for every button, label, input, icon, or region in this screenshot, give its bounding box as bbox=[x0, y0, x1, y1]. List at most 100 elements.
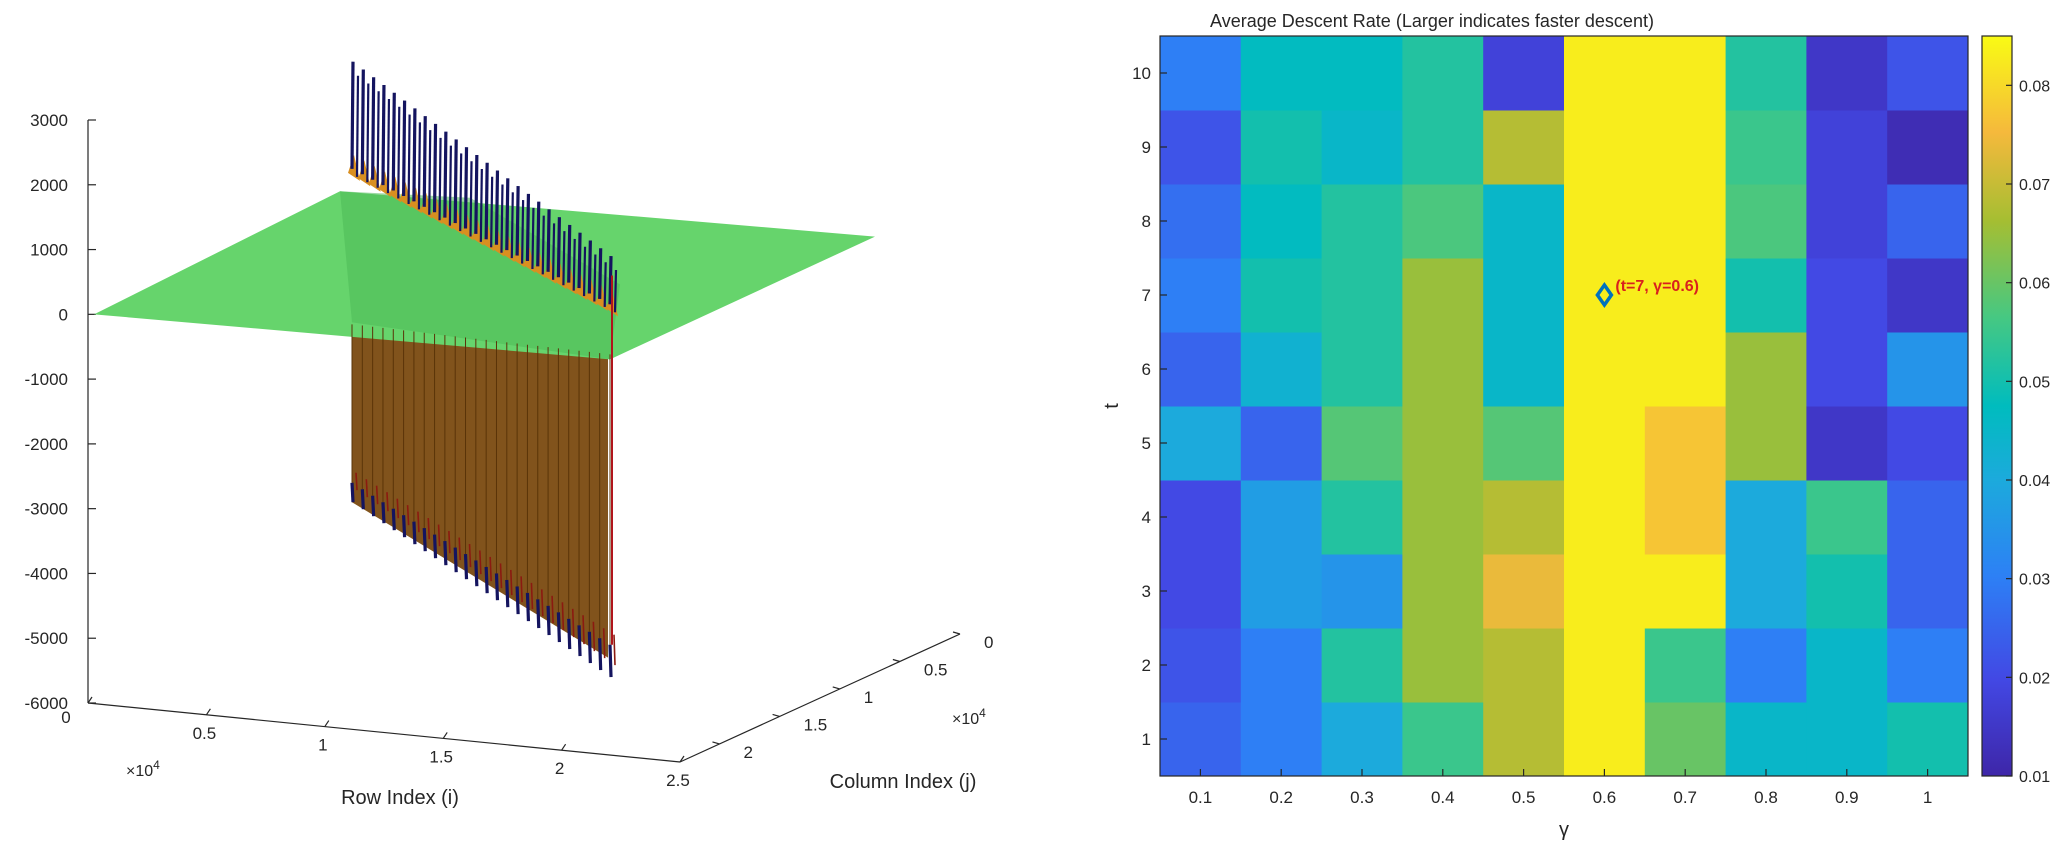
x-axis-label: Row Index (i) bbox=[341, 787, 459, 809]
heatmap-cells bbox=[1160, 36, 1969, 777]
upper-spike bbox=[587, 240, 592, 294]
heatmap-cell bbox=[1887, 480, 1969, 555]
heatmap-cell bbox=[1644, 184, 1727, 259]
upper-spike bbox=[494, 170, 500, 245]
lower-spike-edge bbox=[551, 595, 554, 624]
upper-spike-secondary bbox=[531, 207, 535, 270]
colorbar-tick-label: 0.01 bbox=[2019, 769, 2050, 786]
upper-spike-secondary bbox=[469, 161, 473, 237]
lower-spike-edge bbox=[375, 485, 379, 505]
upper-spike-secondary bbox=[448, 145, 452, 226]
upper-spike-secondary bbox=[479, 168, 483, 242]
lower-spike-edge bbox=[365, 479, 369, 498]
upper-spike bbox=[546, 209, 551, 272]
heatmap-cell bbox=[1321, 702, 1403, 777]
lower-spike-edge bbox=[386, 492, 389, 512]
heatmap-cell bbox=[1887, 332, 1969, 407]
heatmap-cell bbox=[1725, 110, 1807, 185]
heatmap-cell bbox=[1887, 702, 1969, 777]
heatmap-x-tick-label: 0.1 bbox=[1189, 788, 1213, 807]
upper-spike-secondary bbox=[603, 262, 607, 307]
heatmap-cell bbox=[1321, 110, 1403, 185]
upper-spike-secondary bbox=[407, 114, 411, 204]
upper-spike-secondary bbox=[366, 83, 370, 183]
lower-spike bbox=[546, 605, 551, 636]
heatmap-x-tick-label: 0.9 bbox=[1835, 788, 1859, 807]
y-tick-label: 2 bbox=[743, 743, 752, 762]
upper-spike bbox=[474, 154, 479, 234]
heatmap-cell bbox=[1160, 110, 1242, 185]
lower-spike bbox=[463, 553, 469, 580]
upper-spike bbox=[350, 61, 355, 169]
heatmap-cell bbox=[1644, 702, 1727, 777]
upper-spike-secondary bbox=[593, 254, 597, 302]
x-tick-label: 2 bbox=[555, 759, 564, 778]
heatmap-x-label: γ bbox=[1559, 819, 1569, 841]
heatmap-cell bbox=[1725, 628, 1807, 703]
z-tick-label: -4000 bbox=[25, 564, 68, 583]
heatmap-cell bbox=[1644, 406, 1727, 481]
upper-spike-secondary bbox=[562, 231, 566, 286]
z-tick-label: -5000 bbox=[25, 629, 68, 648]
lower-spike-edge bbox=[592, 621, 596, 652]
heatmap-cell bbox=[1321, 406, 1403, 481]
z-tick-label: 0 bbox=[59, 305, 68, 324]
colorbar-tick-label: 0.05 bbox=[2019, 374, 2050, 391]
lower-spike-edge bbox=[437, 524, 441, 547]
x-tick-label: 2.5 bbox=[666, 771, 690, 790]
heatmap-cell bbox=[1887, 36, 1969, 111]
heatmap-cell bbox=[1240, 406, 1323, 481]
heatmap-cell bbox=[1564, 332, 1646, 407]
heatmap-y-tick-label: 8 bbox=[1142, 212, 1151, 231]
upper-spike bbox=[577, 232, 582, 289]
y-tick-mark bbox=[832, 686, 840, 690]
heatmap-cell bbox=[1806, 332, 1888, 407]
heatmap-cell bbox=[1160, 702, 1242, 777]
upper-spike-secondary bbox=[376, 91, 380, 188]
upper-spike-secondary bbox=[490, 176, 494, 248]
y-tick-label: 1.5 bbox=[804, 715, 828, 734]
plane-shadow-band bbox=[340, 191, 620, 360]
heatmap-cell bbox=[1564, 184, 1646, 259]
heatmap-cell bbox=[1564, 628, 1646, 703]
heatmap-cell bbox=[1806, 110, 1888, 185]
y-tick-label: 0.5 bbox=[924, 660, 948, 679]
upper-spike bbox=[515, 186, 520, 256]
lower-spike bbox=[525, 592, 531, 622]
annotation-diamond-marker bbox=[1595, 281, 1614, 309]
heatmap-cell bbox=[1887, 628, 1969, 703]
heatmap-cell bbox=[1402, 406, 1484, 481]
colorbar-tick-label: 0.08 bbox=[2019, 78, 2050, 95]
colorbar-tick-label: 0.06 bbox=[2019, 276, 2050, 293]
heatmap-cell bbox=[1887, 184, 1969, 259]
heatmap-cell bbox=[1402, 702, 1484, 777]
lower-spike bbox=[422, 528, 427, 552]
lower-spike bbox=[494, 573, 500, 601]
colorbar-frame bbox=[1981, 35, 2013, 777]
upper-spike bbox=[598, 248, 603, 299]
heatmap-cell bbox=[1564, 702, 1646, 777]
lower-spike-edge bbox=[489, 556, 492, 582]
heatmap-y-label: t bbox=[1101, 403, 1123, 409]
lower-spike-edge bbox=[520, 576, 523, 603]
heatmap-cell bbox=[1240, 332, 1323, 407]
heatmap-y-tick-label: 4 bbox=[1142, 508, 1151, 527]
lower-spike-edge bbox=[613, 634, 616, 666]
heatmap-x-tick-label: 0.4 bbox=[1431, 788, 1455, 807]
upper-spike bbox=[608, 256, 613, 305]
heatmap-cell bbox=[1160, 332, 1242, 407]
heatmap-cell bbox=[1806, 702, 1888, 777]
heatmap-cell bbox=[1402, 36, 1484, 111]
lower-spike bbox=[402, 515, 407, 538]
heatmap-cell bbox=[1644, 628, 1727, 703]
colorbar-tick-label: 0.04 bbox=[2019, 473, 2050, 490]
upper-spike-secondary bbox=[459, 153, 463, 232]
z-tick-label: -1000 bbox=[25, 370, 68, 389]
upper-spike-secondary bbox=[355, 75, 360, 177]
upper-spike-secondary bbox=[386, 99, 391, 194]
heatmap-cell bbox=[1725, 258, 1807, 333]
lower-spike bbox=[432, 534, 438, 559]
heatmap-title: Average Descent Rate (Larger indicates f… bbox=[1210, 11, 1654, 31]
y-exponent-label: ×104 bbox=[952, 706, 986, 728]
